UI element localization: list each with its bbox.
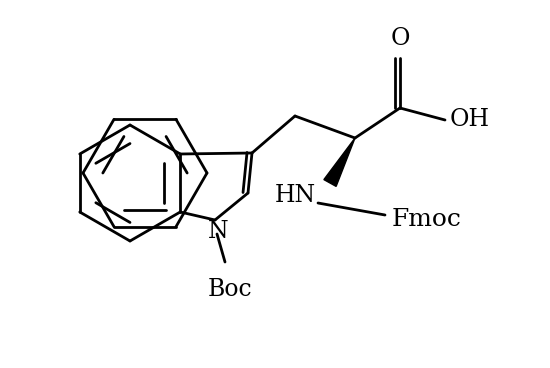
Text: HN: HN xyxy=(274,184,316,208)
Polygon shape xyxy=(324,138,355,187)
Text: OH: OH xyxy=(450,109,490,131)
Text: Fmoc: Fmoc xyxy=(392,209,462,231)
Text: Boc: Boc xyxy=(208,278,252,301)
Text: O: O xyxy=(390,27,410,50)
Text: N: N xyxy=(208,220,228,244)
